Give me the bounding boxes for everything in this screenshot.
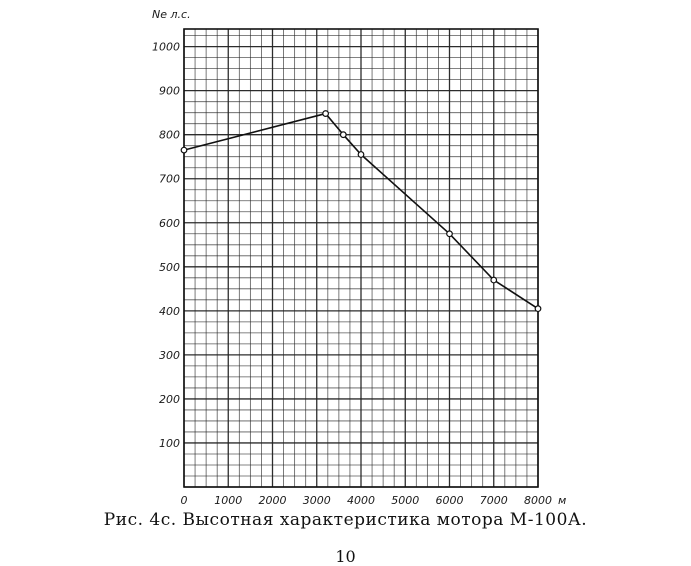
data-point xyxy=(339,131,347,139)
y-tick-label: 100 xyxy=(159,437,180,450)
x-tick-label: 0 xyxy=(181,494,188,507)
x-tick-label: 2000 xyxy=(259,494,287,507)
x-tick-label: 3000 xyxy=(303,494,331,507)
y-tick-label: 200 xyxy=(159,393,180,406)
data-point xyxy=(534,305,542,313)
x-axis-unit: м xyxy=(558,494,566,507)
data-point xyxy=(180,146,188,154)
figure-caption: Рис. 4с. Высотная характеристика мотора … xyxy=(103,510,588,530)
y-tick-label: 500 xyxy=(159,261,180,274)
x-tick-label: 8000 xyxy=(524,494,552,507)
y-tick-label: 800 xyxy=(159,129,180,142)
x-tick-label: 1000 xyxy=(214,494,242,507)
x-tick-label: 7000 xyxy=(480,494,508,507)
tick-labels: 0 1000 2000 3000 4000 5000 6000 7000 8000 м 100 200… xyxy=(152,41,566,507)
data-point xyxy=(357,151,365,158)
y-tick-label: 700 xyxy=(159,173,180,186)
data-point xyxy=(446,230,453,238)
grid xyxy=(183,28,539,488)
plot-frame xyxy=(183,28,539,488)
x-tick-label: 4000 xyxy=(347,494,375,507)
y-axis-label: Ne л.с. xyxy=(152,8,191,21)
y-tick-label: 300 xyxy=(159,349,180,362)
x-tick-label: 5000 xyxy=(391,494,419,507)
y-tick-label: 400 xyxy=(159,305,180,318)
page-number: 10 xyxy=(335,547,356,566)
x-tick-label: 6000 xyxy=(436,494,464,507)
data-point xyxy=(490,276,498,284)
y-tick-label: 900 xyxy=(159,85,180,98)
y-tick-label: 1000 xyxy=(152,41,180,54)
data-points xyxy=(180,110,542,313)
y-tick-label: 600 xyxy=(159,217,180,230)
data-point xyxy=(322,110,330,117)
